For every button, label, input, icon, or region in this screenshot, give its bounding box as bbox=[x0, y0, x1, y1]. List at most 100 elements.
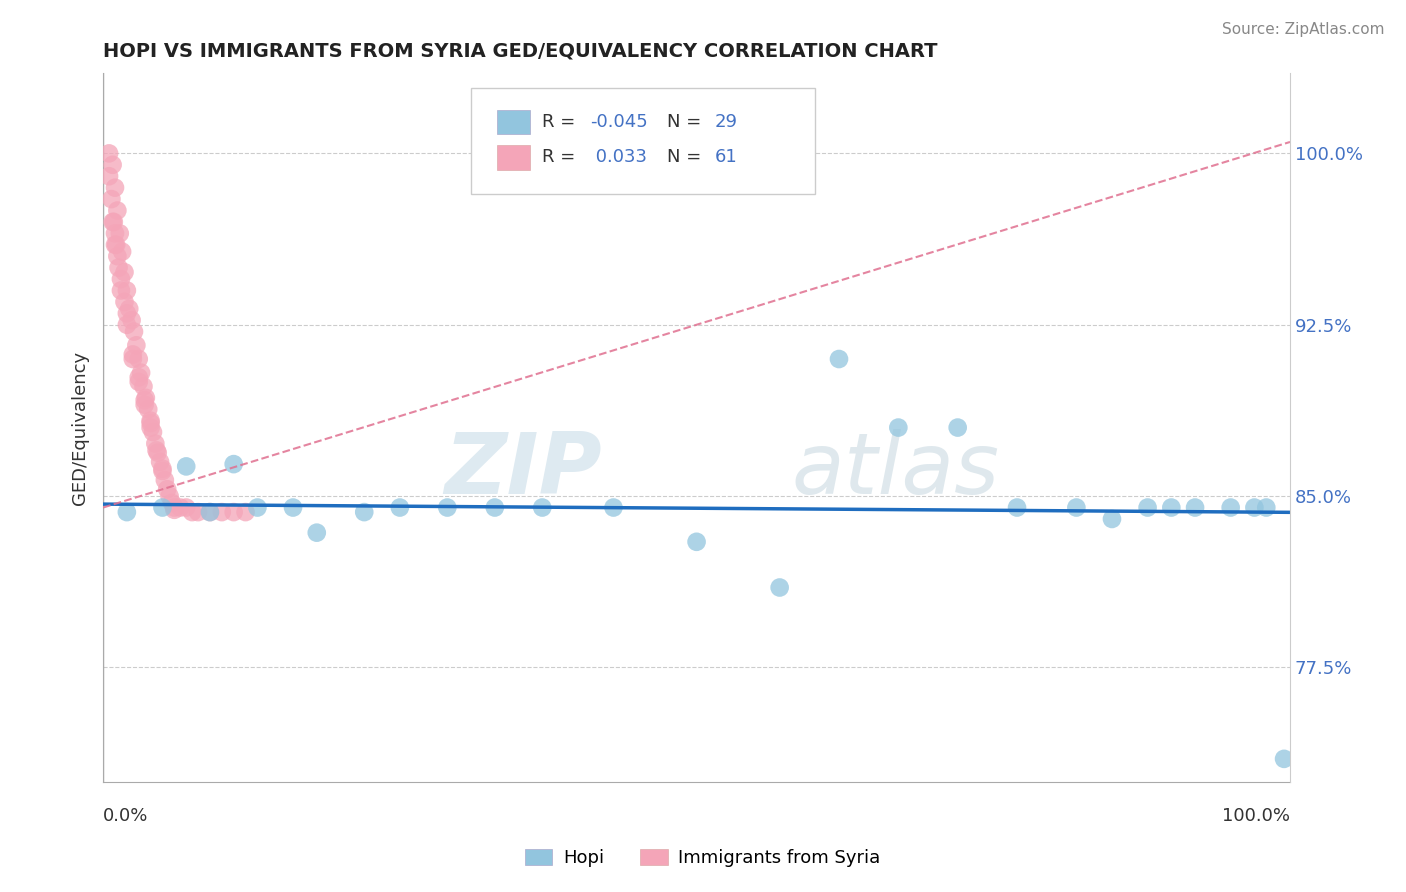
Point bbox=[129, 366, 152, 380]
Point bbox=[174, 500, 197, 515]
Point bbox=[134, 393, 156, 408]
Text: HOPI VS IMMIGRANTS FROM SYRIA GED/EQUIVALENCY CORRELATION CHART: HOPI VS IMMIGRANTS FROM SYRIA GED/EQUIVA… bbox=[103, 42, 938, 61]
Text: N =: N = bbox=[666, 148, 707, 166]
Text: atlas: atlas bbox=[792, 428, 1000, 511]
Point bbox=[484, 500, 506, 515]
Point bbox=[104, 227, 127, 241]
Text: 0.0%: 0.0% bbox=[103, 806, 149, 825]
Point bbox=[198, 505, 221, 519]
Point bbox=[198, 505, 221, 519]
Point bbox=[139, 416, 162, 430]
Point bbox=[128, 351, 150, 366]
Point bbox=[111, 244, 134, 259]
Point bbox=[160, 496, 183, 510]
Point bbox=[436, 500, 458, 515]
Point bbox=[1066, 500, 1088, 515]
Point bbox=[159, 489, 181, 503]
Text: R =: R = bbox=[543, 148, 581, 166]
Point bbox=[115, 284, 138, 298]
Point bbox=[685, 534, 707, 549]
Point bbox=[1136, 500, 1159, 515]
Point bbox=[101, 215, 124, 229]
Point bbox=[145, 443, 167, 458]
Point bbox=[246, 500, 269, 515]
Point bbox=[388, 500, 411, 515]
Text: R =: R = bbox=[543, 112, 581, 130]
FancyBboxPatch shape bbox=[498, 145, 530, 169]
Point bbox=[115, 505, 138, 519]
Point bbox=[114, 265, 136, 279]
Text: N =: N = bbox=[666, 112, 707, 130]
Point bbox=[139, 414, 162, 428]
Point bbox=[152, 464, 174, 478]
Point bbox=[1101, 512, 1123, 526]
Point bbox=[211, 505, 233, 519]
Point bbox=[121, 351, 143, 366]
Point bbox=[105, 203, 128, 218]
Point bbox=[132, 379, 155, 393]
Text: 0.033: 0.033 bbox=[589, 148, 647, 166]
Point bbox=[105, 249, 128, 263]
Point bbox=[1243, 500, 1265, 515]
Point bbox=[828, 351, 851, 366]
Point bbox=[1160, 500, 1182, 515]
Point bbox=[103, 215, 125, 229]
Point bbox=[121, 313, 143, 327]
Point bbox=[163, 503, 186, 517]
Point bbox=[305, 525, 328, 540]
Point bbox=[142, 425, 165, 439]
Point bbox=[235, 505, 257, 519]
Point bbox=[887, 420, 910, 434]
Point bbox=[136, 402, 159, 417]
Point bbox=[108, 227, 131, 241]
Point bbox=[114, 294, 136, 309]
Point bbox=[169, 500, 191, 515]
Point bbox=[602, 500, 624, 515]
Point bbox=[163, 500, 186, 515]
Point bbox=[769, 581, 792, 595]
Point bbox=[152, 500, 174, 515]
FancyBboxPatch shape bbox=[498, 110, 530, 135]
Point bbox=[101, 158, 124, 172]
Point bbox=[115, 306, 138, 320]
Point bbox=[531, 500, 554, 515]
Point bbox=[143, 436, 166, 450]
Point bbox=[174, 459, 197, 474]
Point bbox=[152, 461, 174, 475]
Point bbox=[187, 505, 209, 519]
Text: 61: 61 bbox=[714, 148, 737, 166]
Point bbox=[353, 505, 375, 519]
Text: 29: 29 bbox=[714, 112, 737, 130]
Point bbox=[153, 473, 176, 487]
Point bbox=[104, 180, 127, 194]
Text: Source: ZipAtlas.com: Source: ZipAtlas.com bbox=[1222, 22, 1385, 37]
Point bbox=[1219, 500, 1241, 515]
Point bbox=[1184, 500, 1206, 515]
Point bbox=[146, 446, 169, 460]
Point bbox=[122, 325, 145, 339]
Text: ZIP: ZIP bbox=[444, 428, 602, 511]
Point bbox=[222, 505, 245, 519]
Point bbox=[125, 338, 148, 352]
Point bbox=[128, 375, 150, 389]
FancyBboxPatch shape bbox=[471, 87, 815, 194]
Point bbox=[100, 192, 122, 206]
Text: -0.045: -0.045 bbox=[589, 112, 648, 130]
Point bbox=[149, 455, 172, 469]
Point bbox=[98, 146, 121, 161]
Point bbox=[1005, 500, 1028, 515]
Point bbox=[946, 420, 969, 434]
Point bbox=[222, 457, 245, 471]
Point bbox=[115, 318, 138, 332]
Point bbox=[104, 237, 127, 252]
Point bbox=[134, 398, 156, 412]
Point bbox=[107, 260, 129, 275]
Point bbox=[121, 347, 143, 361]
Point bbox=[110, 284, 132, 298]
Point bbox=[1256, 500, 1278, 515]
Point bbox=[98, 169, 121, 184]
Point bbox=[281, 500, 304, 515]
Point bbox=[110, 272, 132, 286]
Point bbox=[139, 420, 162, 434]
Point bbox=[105, 237, 128, 252]
